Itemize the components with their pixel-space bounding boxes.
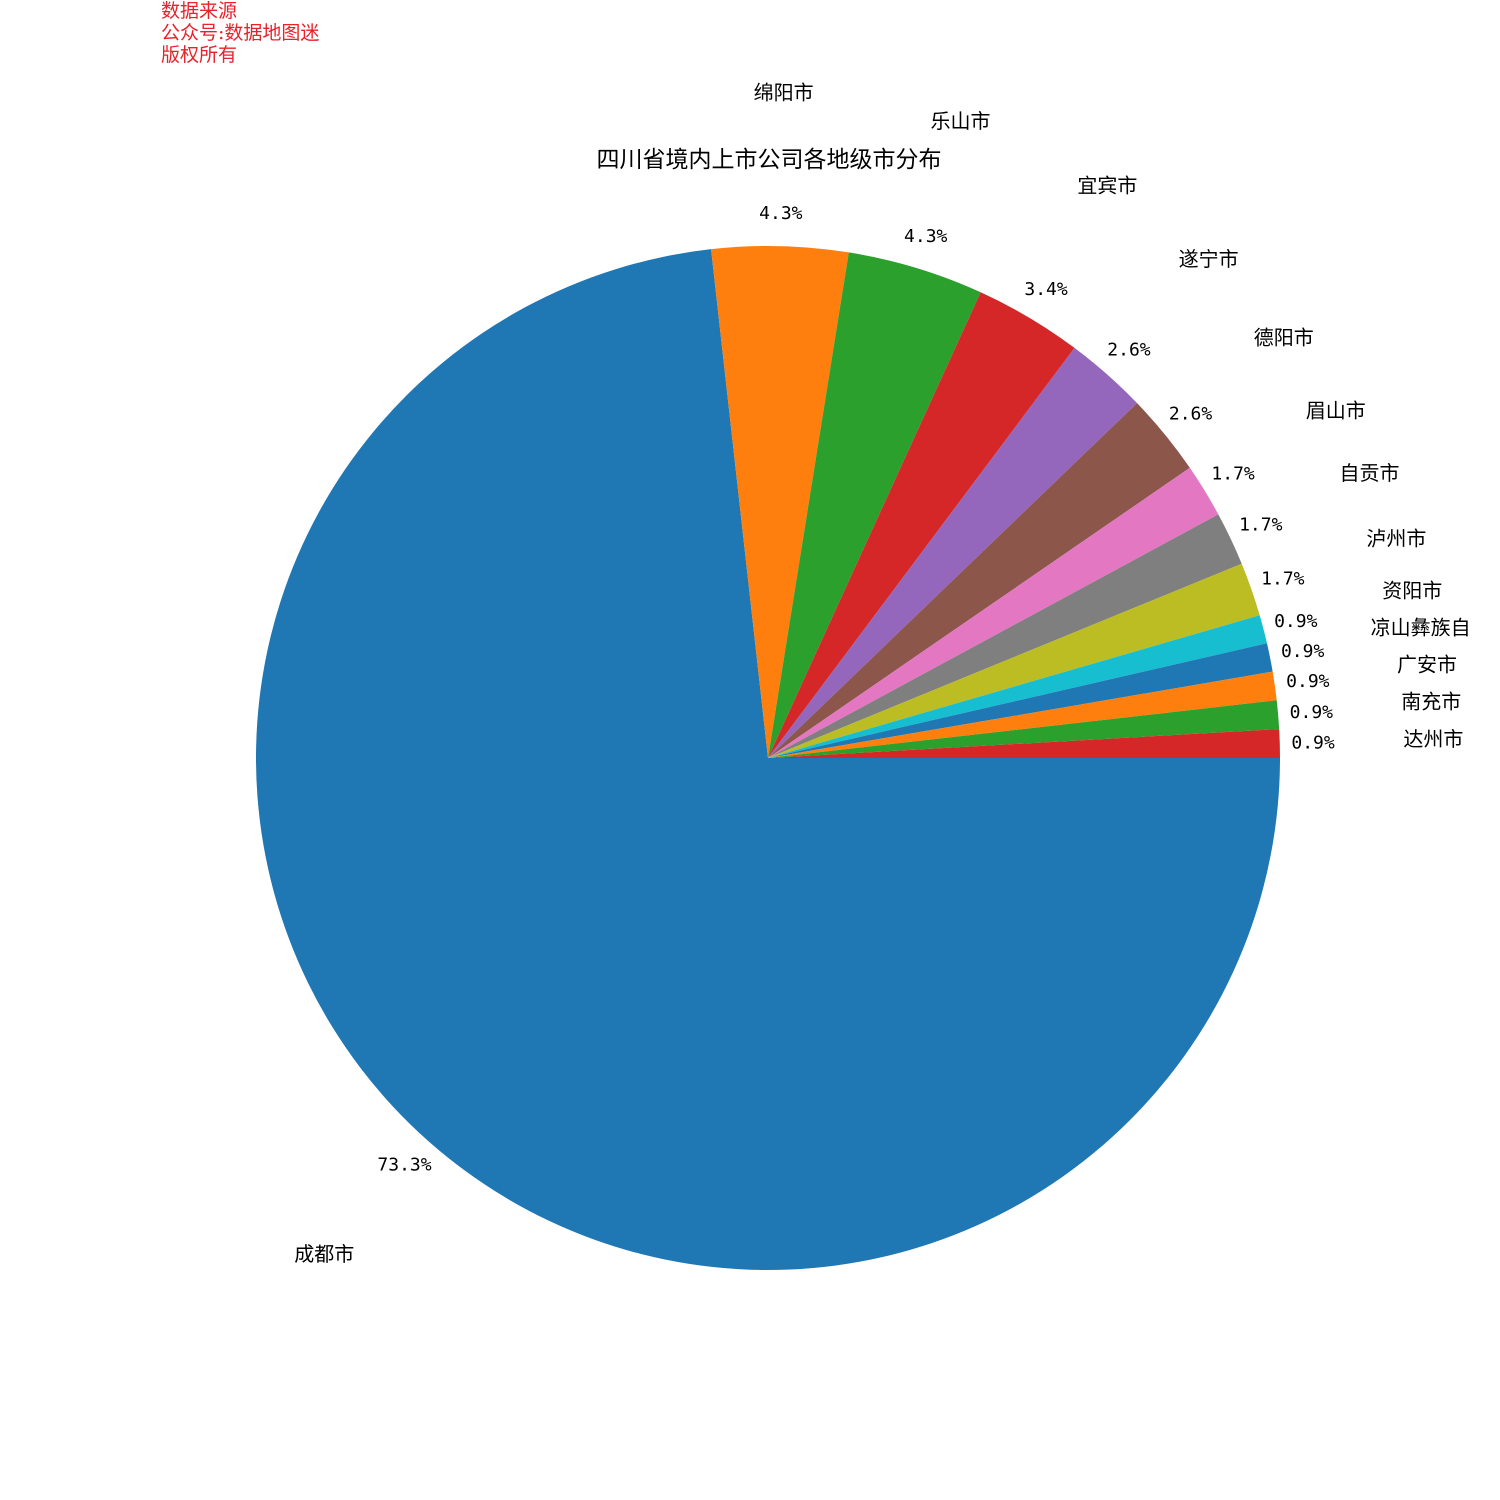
category-label: 南充市 <box>1401 690 1461 714</box>
pie-slice <box>768 643 1273 758</box>
percent-label: 0.9% <box>1274 611 1318 632</box>
pie-slice <box>768 252 981 759</box>
pie-slice <box>768 403 1190 758</box>
category-label: 成都市 <box>294 1242 354 1266</box>
pie-slice <box>768 563 1260 758</box>
percent-labels: 73.3% 4.3% 4.3% 3.4% 2.6% 2.6% 1.7% 1.7% 1.7% 0.9… <box>377 203 1334 1176</box>
category-label: 绵阳市 <box>754 81 814 105</box>
percent-label: 4.3% <box>759 203 803 224</box>
pie-slice <box>768 700 1280 758</box>
pie-slice <box>256 249 1280 1270</box>
category-labels: 成都市 绵阳市乐山市宜宾市遂宁市德阳市眉山市自贡市泸州市资阳市凉山彝族自广安市南充… <box>294 81 1470 1267</box>
percent-label: 0.9% <box>1291 733 1335 754</box>
category-label: 达州市 <box>1403 727 1463 751</box>
pie-slice <box>768 467 1219 758</box>
category-label: 遂宁市 <box>1179 247 1239 271</box>
category-label: 资阳市 <box>1382 579 1442 603</box>
category-label: 乐山市 <box>931 109 991 133</box>
category-label: 德阳市 <box>1254 325 1314 349</box>
watermark-line-source: 数据来源 <box>161 0 238 22</box>
pie-slice <box>768 514 1242 758</box>
pie-slice <box>768 671 1277 758</box>
category-label: 凉山彝族自 <box>1371 615 1471 639</box>
pie-slices <box>256 246 1280 1270</box>
percent-label: 1.7% <box>1261 568 1305 589</box>
watermark: 数据来源 公众号:数据地图迷 版权所有 <box>161 0 319 66</box>
percent-label: 3.4% <box>1024 279 1068 300</box>
percent-label: 2.6% <box>1169 403 1213 424</box>
percent-label: 1.7% <box>1239 515 1283 536</box>
category-label: 广安市 <box>1397 652 1457 676</box>
chart-title: 四川省境内上市公司各地级市分布 <box>597 147 942 173</box>
category-label: 宜宾市 <box>1077 173 1137 197</box>
watermark-line-copyright: 版权所有 <box>161 44 238 66</box>
category-label: 泸州市 <box>1366 527 1426 551</box>
percent-label: 4.3% <box>904 226 948 247</box>
percent-label: 73.3% <box>377 1154 431 1175</box>
percent-label: 2.6% <box>1107 339 1151 360</box>
pie-slice <box>768 347 1138 758</box>
pie-slice <box>768 729 1280 758</box>
percent-label: 0.9% <box>1281 641 1325 662</box>
pie-slice <box>768 615 1267 758</box>
pie-slice <box>768 292 1075 758</box>
watermark-line-account: 公众号:数据地图迷 <box>161 22 320 44</box>
pie-slice <box>711 246 849 758</box>
category-label: 眉山市 <box>1306 399 1366 423</box>
percent-label: 1.7% <box>1211 463 1255 484</box>
category-label: 自贡市 <box>1339 461 1399 485</box>
percent-label: 0.9% <box>1286 671 1330 692</box>
percent-label: 0.9% <box>1290 702 1334 723</box>
